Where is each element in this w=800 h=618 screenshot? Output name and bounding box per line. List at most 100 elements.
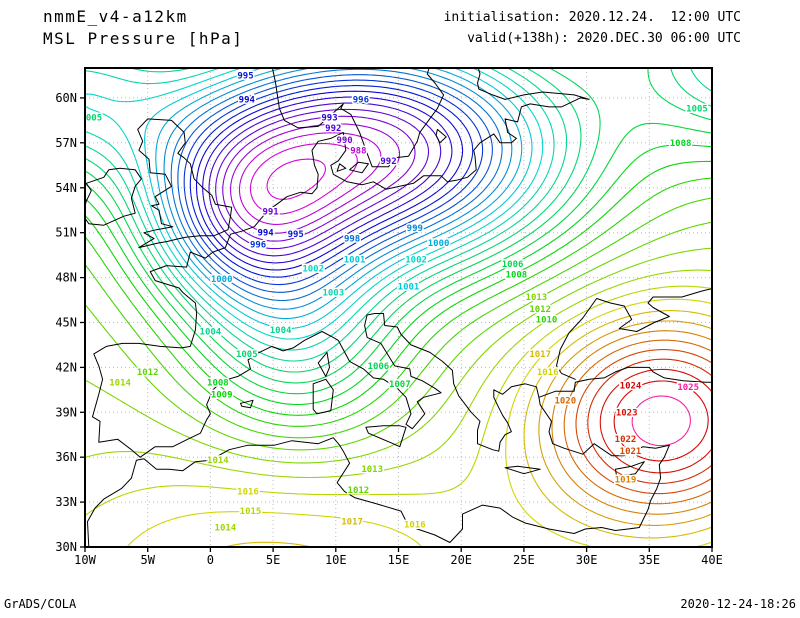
contour-label: 996 — [250, 241, 266, 251]
coastline — [365, 425, 407, 448]
coastline — [87, 366, 712, 547]
isobar-986 — [266, 158, 327, 200]
contour-label: 1017 — [341, 518, 363, 528]
contour-label: 1008 — [207, 378, 229, 388]
coastline — [271, 68, 445, 168]
coastline — [349, 161, 369, 174]
contour-label: 1014 — [215, 524, 237, 534]
contour-label: 1013 — [526, 293, 548, 303]
isobar-994 — [195, 90, 464, 271]
lat-axis-label: 36N — [55, 450, 77, 464]
isobar-1013 — [85, 247, 712, 464]
contour-label: 1014 — [109, 378, 131, 388]
contour-label: 1016 — [404, 521, 426, 531]
isobar-995 — [189, 85, 474, 278]
contour-label: 1006 — [368, 362, 390, 372]
isobar-1014 — [85, 269, 712, 479]
lat-axis-label: 48N — [55, 271, 77, 285]
contour-label: 1002 — [302, 265, 324, 275]
contour-label: 1004 — [200, 328, 222, 338]
initialisation-time: initialisation: 2020.12.24. 12:00 UTC — [443, 10, 741, 25]
lat-axis-label: 42N — [55, 360, 77, 374]
coastline — [614, 461, 645, 478]
coastline — [240, 399, 254, 409]
isobar-1018 — [538, 320, 712, 526]
isobar-999 — [163, 68, 513, 310]
isobar-1023 — [599, 368, 712, 474]
isobar-1017 — [224, 310, 712, 547]
contour-label: 1008 — [506, 271, 528, 281]
isobar-1010 — [85, 177, 712, 427]
contour-label: 988 — [350, 146, 366, 156]
isobar-990 — [222, 115, 416, 242]
lon-axis-label: 35E — [638, 553, 660, 567]
lat-axis-label: 45N — [55, 316, 77, 330]
isobar-996 — [183, 79, 484, 286]
contour-label: 1012 — [348, 486, 370, 496]
isobar-1008 — [85, 144, 712, 406]
isobar-1006 — [85, 68, 712, 384]
contour-label: 1005 — [236, 350, 258, 360]
axis-labels: 10W 5W 0 5E 10E 15E 20E 25E 30E 35E 40E 60N 57N 54N 51… — [55, 91, 723, 567]
contour-label: 1019 — [615, 476, 637, 486]
contour-label: 1016 — [537, 368, 559, 378]
contour-label: 991 — [262, 208, 278, 218]
coastline — [556, 288, 712, 380]
contour-label: 1000 — [428, 239, 450, 249]
lat-axis-label: 57N — [55, 136, 77, 150]
grads-credit: GrADS/COLA — [4, 597, 77, 611]
coastlines — [85, 68, 712, 547]
lon-axis-label: 10E — [325, 553, 347, 567]
isobar-989 — [230, 123, 401, 234]
isobar-1016 — [126, 298, 712, 547]
lat-axis-label: 54N — [55, 181, 77, 195]
isobar-1011 — [85, 197, 712, 439]
coastline — [92, 68, 590, 458]
contour-label: 1014 — [207, 456, 229, 466]
contour-label: 1022 — [615, 435, 637, 445]
contour-label: 1005 — [686, 104, 708, 114]
lat-axis-label: 30N — [55, 540, 77, 554]
contour-label: 994 — [239, 95, 256, 105]
creation-timestamp: 2020-12-24-18:26 — [680, 597, 796, 611]
contour-label: 992 — [380, 157, 396, 167]
contour-label: 1013 — [361, 465, 383, 475]
coastline — [139, 313, 540, 458]
isobar-993 — [202, 96, 453, 264]
contour-label: 1020 — [554, 396, 576, 406]
isobar-1019 — [551, 330, 712, 515]
lon-axis-label: 25E — [513, 553, 535, 567]
coastline — [504, 465, 541, 475]
coastline — [336, 163, 347, 172]
contour-label: 1001 — [398, 283, 420, 293]
contour-label: 1021 — [620, 447, 642, 457]
contour-label: 1010 — [536, 316, 558, 326]
contour-label: 995 — [288, 230, 304, 240]
lat-axis-label: 60N — [55, 91, 77, 105]
axis-ticks — [80, 97, 713, 552]
contour-label: 1015 — [240, 507, 262, 517]
lon-axis-label: 40E — [701, 553, 723, 567]
isobar-contours — [85, 68, 712, 547]
isobar-1012 — [85, 221, 712, 451]
isobar-1020 — [563, 339, 712, 505]
lon-axis-label: 10W — [74, 553, 96, 567]
isobar-1024 — [613, 380, 709, 462]
isobar-1002 — [85, 68, 544, 340]
lon-axis-label: 5E — [266, 553, 280, 567]
isobar-1025 — [631, 395, 691, 447]
contour-label: 995 — [237, 72, 253, 82]
contour-label: 993 — [321, 113, 337, 123]
contour-label: 996 — [353, 95, 369, 105]
contour-label: 990 — [336, 136, 352, 146]
coastline — [312, 378, 334, 415]
model-name: nmmE_v4-a12km — [43, 7, 188, 26]
lon-axis-label: 5W — [140, 553, 155, 567]
contour-label: 1000 — [211, 275, 233, 285]
contour-label: 1006 — [502, 260, 524, 270]
contour-label: 1023 — [616, 408, 638, 418]
isobar-1000 — [155, 68, 523, 320]
